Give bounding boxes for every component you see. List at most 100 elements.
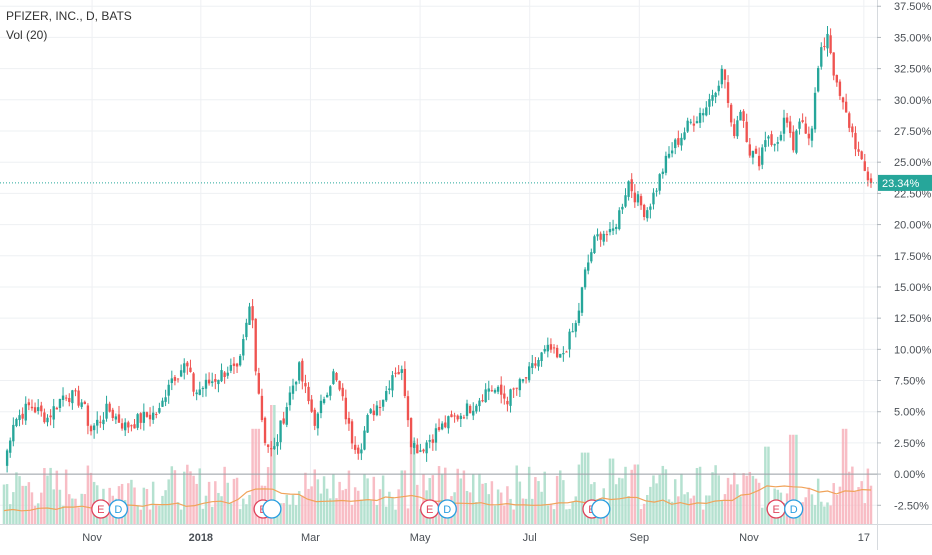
volume-bar — [683, 494, 686, 524]
dividend-marker-label: D — [114, 504, 122, 516]
candle — [736, 120, 739, 137]
volume-bar — [804, 497, 807, 524]
earnings-marker[interactable]: E — [766, 499, 786, 519]
dividend-marker[interactable] — [262, 499, 282, 519]
candle — [823, 45, 826, 47]
volume-bar — [829, 505, 832, 524]
volume-bar — [820, 501, 823, 524]
candle — [207, 379, 211, 384]
volume-bar — [444, 467, 447, 524]
volume-bar — [835, 494, 839, 524]
candle — [18, 415, 21, 421]
candle — [655, 190, 658, 192]
volume-bar — [347, 470, 351, 524]
volume-bar — [353, 487, 357, 524]
volume-bar — [568, 508, 571, 524]
volume-bar — [30, 492, 34, 524]
candle — [425, 442, 428, 454]
candle — [615, 227, 618, 229]
y-tick-label: 12.50% — [894, 313, 932, 325]
candle — [798, 121, 801, 129]
earnings-marker[interactable]: E — [420, 499, 440, 519]
candle — [829, 35, 832, 53]
candle — [546, 344, 549, 352]
candle — [838, 81, 842, 96]
volume-bar — [832, 483, 835, 524]
volume-bar — [325, 488, 329, 524]
volume-bar — [471, 473, 475, 524]
volume-bar — [708, 495, 711, 524]
candle — [742, 111, 745, 121]
candle — [618, 210, 621, 230]
volume-bar — [534, 477, 537, 524]
dividend-marker-label: D — [790, 504, 798, 516]
dividend-marker[interactable]: D — [108, 499, 129, 519]
candle — [409, 418, 413, 448]
candle — [642, 204, 646, 217]
volume-bar — [412, 440, 416, 524]
volume-bar — [555, 475, 559, 524]
volume-bar — [15, 472, 18, 524]
candle — [77, 390, 80, 406]
candle — [590, 252, 593, 262]
volume-bar — [760, 507, 764, 524]
candle — [291, 385, 295, 394]
candle — [739, 111, 742, 121]
candle — [493, 390, 497, 393]
candle — [273, 446, 276, 450]
dividend-marker[interactable]: D — [784, 499, 804, 519]
volume-bar — [322, 476, 326, 524]
candle — [851, 126, 854, 133]
volume-bar — [633, 464, 637, 524]
volume-bar — [524, 498, 528, 524]
y-tick-label: 35.00% — [894, 32, 932, 44]
candle — [170, 378, 173, 384]
candle — [860, 151, 863, 160]
candle — [770, 134, 773, 145]
volume-bar — [478, 473, 481, 524]
candle — [450, 414, 453, 418]
candle — [86, 405, 90, 426]
volume-bar — [720, 500, 724, 524]
candle — [754, 148, 758, 154]
candle — [580, 287, 584, 313]
dividend-marker[interactable]: D — [437, 499, 457, 519]
candle — [214, 379, 217, 382]
volume-bar — [403, 470, 407, 524]
volume-bar — [307, 488, 310, 524]
volume-bar — [201, 508, 205, 524]
earnings-marker[interactable]: E — [91, 499, 111, 519]
volume-bar — [813, 504, 817, 524]
dividend-marker[interactable] — [591, 499, 611, 519]
candle — [462, 417, 466, 419]
dividend-marker-label: D — [443, 504, 451, 516]
volume-bar — [440, 473, 444, 524]
volume-bar — [164, 490, 167, 524]
volume-bar — [608, 458, 612, 524]
dividend-marker-circle — [262, 499, 282, 519]
candle — [565, 351, 568, 353]
candle — [83, 401, 86, 405]
candle — [43, 412, 46, 423]
volume-bar — [416, 484, 419, 524]
candle — [229, 365, 233, 371]
volume-bar — [642, 503, 646, 524]
volume-bar — [319, 493, 323, 524]
volume-bar — [527, 466, 531, 524]
volume-indicator-label[interactable]: Vol (20) — [6, 28, 48, 42]
candle — [242, 339, 245, 356]
volume-bar — [866, 468, 870, 524]
volume-bar — [207, 481, 211, 524]
candle — [270, 448, 273, 450]
candle — [276, 441, 279, 447]
volume-bar — [43, 468, 46, 524]
volume-bar — [552, 509, 556, 524]
volume-bar — [397, 489, 400, 524]
candle — [437, 427, 441, 431]
candle — [521, 379, 525, 382]
candle — [587, 262, 590, 271]
volume-bar — [751, 475, 755, 524]
x-tick-label: Nov — [82, 532, 102, 544]
